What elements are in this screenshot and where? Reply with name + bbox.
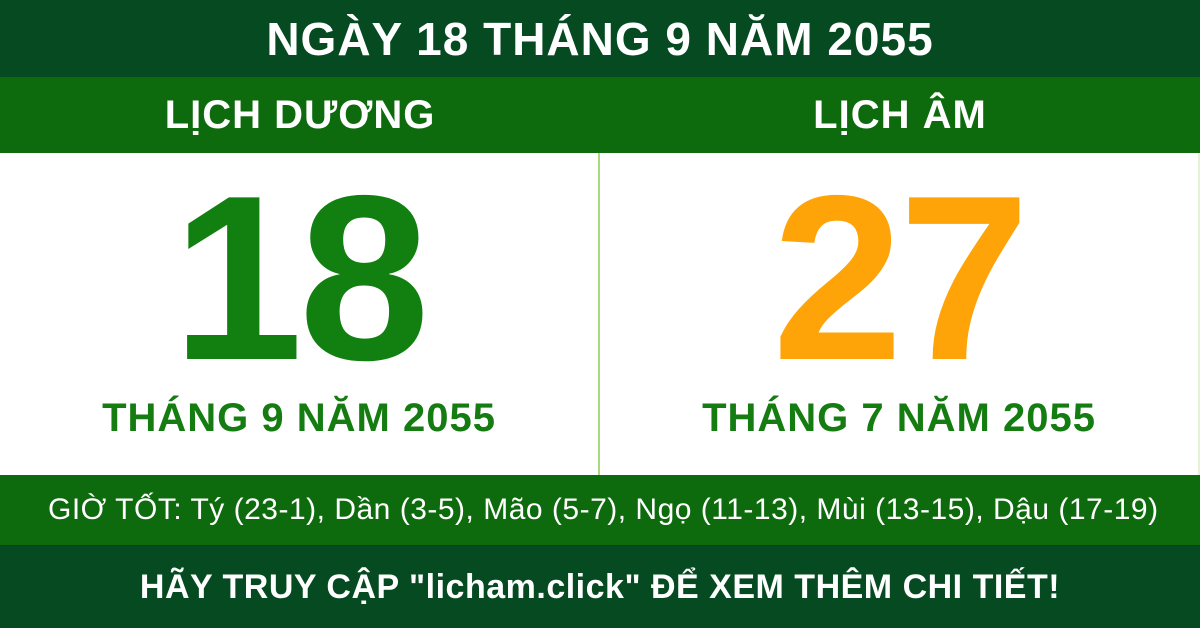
calendar-headers: LỊCH DƯƠNG LỊCH ÂM [0,77,1200,153]
solar-month-year: THÁNG 9 NĂM 2055 [102,396,496,440]
lunar-calendar-header: LỊCH ÂM [813,92,987,137]
solar-calendar-header: LỊCH DƯƠNG [164,92,436,137]
footer-text: HÃY TRUY CẬP "licham.click" ĐỂ XEM THÊM … [139,567,1061,606]
footer-banner: HÃY TRUY CẬP "licham.click" ĐỂ XEM THÊM … [0,545,1200,628]
calendar-panels: 18 THÁNG 9 NĂM 2055 27 THÁNG 7 NĂM 2055 [0,153,1200,475]
lunar-panel: 27 THÁNG 7 NĂM 2055 [600,153,1198,475]
lunar-month-year: THÁNG 7 NĂM 2055 [702,396,1096,440]
solar-panel: 18 THÁNG 9 NĂM 2055 [0,153,598,475]
panel-divider [598,153,600,475]
page-title: NGÀY 18 THÁNG 9 NĂM 2055 [266,12,934,65]
good-hours-text: GIỜ TỐT: Tý (23-1), Dần (3-5), Mão (5-7)… [48,493,1159,526]
date-banner: NGÀY 18 THÁNG 9 NĂM 2055 [0,0,1200,77]
good-hours-bar: GIỜ TỐT: Tý (23-1), Dần (3-5), Mão (5-7)… [0,475,1200,545]
lunar-day-number: 27 [772,145,1029,409]
solar-day-number: 18 [172,145,429,409]
